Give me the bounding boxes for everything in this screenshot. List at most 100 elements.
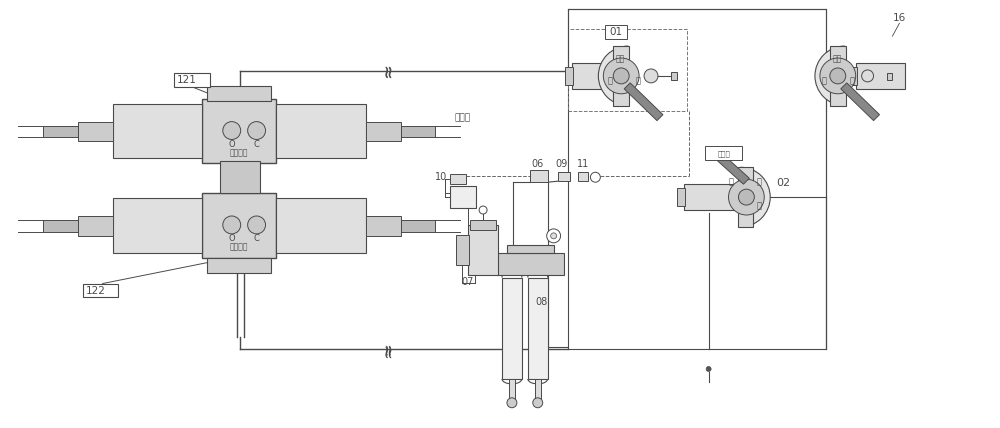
- Bar: [207, 86, 271, 101]
- Bar: [502, 278, 522, 379]
- Bar: [43, 220, 78, 232]
- Text: 关: 关: [756, 201, 761, 210]
- Bar: [174, 73, 210, 87]
- Bar: [568, 29, 687, 111]
- Bar: [456, 235, 469, 265]
- Text: 01: 01: [610, 27, 623, 37]
- Circle shape: [830, 68, 846, 84]
- Bar: [207, 258, 271, 273]
- Bar: [113, 104, 202, 158]
- Text: 08: 08: [536, 297, 548, 307]
- Bar: [450, 186, 476, 208]
- Bar: [856, 63, 905, 89]
- Text: ≈: ≈: [380, 63, 398, 78]
- Text: ≈: ≈: [380, 65, 395, 77]
- Bar: [677, 188, 685, 206]
- Bar: [220, 161, 260, 193]
- Text: 开: 开: [822, 77, 827, 86]
- Bar: [684, 184, 738, 210]
- Text: 开: 开: [756, 177, 761, 186]
- Text: 关: 关: [850, 77, 855, 86]
- Bar: [507, 245, 554, 253]
- Bar: [738, 167, 753, 227]
- Circle shape: [590, 172, 600, 182]
- Circle shape: [706, 366, 711, 372]
- Text: 07: 07: [461, 276, 474, 286]
- Wedge shape: [815, 46, 845, 106]
- Bar: [497, 253, 564, 275]
- Circle shape: [547, 229, 561, 243]
- Wedge shape: [740, 167, 770, 227]
- Text: 接气器: 接气器: [454, 113, 470, 122]
- Text: 关: 关: [635, 77, 640, 86]
- Bar: [468, 225, 498, 275]
- Bar: [887, 73, 892, 80]
- Text: 11: 11: [577, 159, 589, 169]
- Circle shape: [248, 216, 266, 234]
- Circle shape: [862, 70, 874, 82]
- Bar: [113, 198, 202, 253]
- Circle shape: [603, 58, 639, 94]
- Bar: [366, 122, 401, 142]
- Polygon shape: [841, 83, 880, 121]
- Text: 06: 06: [532, 159, 544, 169]
- Bar: [849, 67, 857, 85]
- Text: 锁紧器: 锁紧器: [717, 150, 730, 157]
- Bar: [578, 172, 588, 181]
- Text: 10: 10: [435, 172, 448, 182]
- Circle shape: [507, 398, 517, 408]
- Circle shape: [738, 189, 754, 205]
- Bar: [202, 99, 276, 163]
- Text: 121: 121: [177, 75, 197, 85]
- Bar: [202, 193, 276, 258]
- Bar: [401, 125, 435, 137]
- Bar: [450, 174, 466, 184]
- Bar: [530, 170, 548, 182]
- Bar: [613, 46, 629, 106]
- Text: O: O: [228, 235, 235, 244]
- Circle shape: [479, 206, 487, 214]
- Bar: [830, 46, 846, 106]
- Text: 开: 开: [607, 77, 612, 86]
- Text: C: C: [254, 140, 260, 149]
- Text: ≈: ≈: [380, 342, 398, 358]
- Text: 剪切: 剪切: [616, 54, 625, 63]
- Circle shape: [644, 69, 658, 83]
- Circle shape: [820, 58, 856, 94]
- Polygon shape: [713, 150, 749, 184]
- Text: 剪切闸板: 剪切闸板: [229, 149, 248, 158]
- Text: 02: 02: [776, 178, 790, 188]
- Bar: [276, 198, 366, 253]
- Text: 半封: 半封: [832, 54, 841, 63]
- Bar: [470, 220, 496, 230]
- Wedge shape: [598, 46, 628, 106]
- Bar: [83, 283, 118, 297]
- Bar: [366, 216, 401, 236]
- Bar: [276, 104, 366, 158]
- Bar: [535, 379, 541, 399]
- Bar: [671, 72, 677, 80]
- Circle shape: [248, 122, 266, 140]
- Bar: [78, 216, 113, 236]
- Text: 122: 122: [86, 285, 106, 295]
- Bar: [78, 122, 113, 142]
- Bar: [558, 172, 570, 181]
- Text: ≈: ≈: [380, 343, 395, 356]
- Text: O: O: [228, 140, 235, 149]
- Bar: [568, 9, 826, 349]
- Bar: [509, 379, 515, 399]
- Circle shape: [533, 398, 543, 408]
- Bar: [705, 146, 742, 160]
- Circle shape: [223, 122, 241, 140]
- Text: 09: 09: [556, 159, 568, 169]
- Circle shape: [613, 68, 629, 84]
- Bar: [401, 220, 435, 232]
- Bar: [572, 63, 621, 89]
- Bar: [605, 25, 627, 39]
- Bar: [528, 278, 548, 379]
- Circle shape: [223, 216, 241, 234]
- Bar: [565, 67, 573, 85]
- Text: 半封闸板: 半封闸板: [229, 243, 248, 252]
- Circle shape: [729, 179, 764, 215]
- Text: C: C: [254, 235, 260, 244]
